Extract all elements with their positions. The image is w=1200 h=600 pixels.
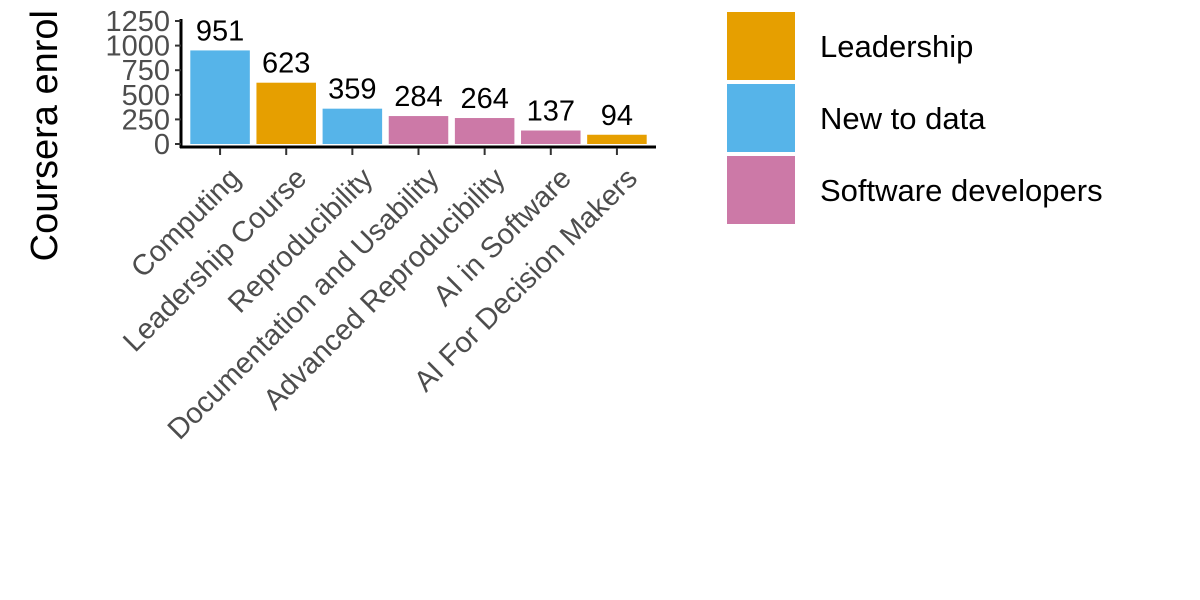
data-labels: 951 623 359 284 264 137 94	[196, 15, 633, 131]
y-tick-label-5: 1250	[105, 6, 170, 38]
data-label-0: 951	[196, 15, 244, 47]
bar-4	[454, 118, 515, 144]
legend-label-2: Software developers	[820, 173, 1103, 208]
y-tick-label-4: 1000	[105, 31, 170, 63]
legend: Leadership New to data Software developers	[727, 12, 1103, 224]
data-label-5: 137	[527, 96, 575, 128]
legend-swatch-1	[727, 84, 795, 152]
y-tick-label-3: 750	[122, 55, 170, 87]
legend-swatch-2	[727, 156, 795, 224]
bar-1	[256, 82, 316, 144]
bar-0	[190, 50, 250, 144]
data-label-4: 264	[460, 83, 508, 115]
data-label-6: 94	[601, 100, 633, 132]
bar-2	[322, 108, 383, 144]
legend-label-1: New to data	[820, 101, 986, 136]
y-tick-label-2: 500	[122, 80, 170, 112]
data-label-3: 284	[394, 81, 442, 113]
bar-5	[521, 130, 581, 144]
y-tick-label-1: 250	[122, 104, 170, 136]
y-axis-title: Coursera enrol	[24, 10, 66, 261]
legend-label-0: Leadership	[820, 29, 973, 64]
data-label-2: 359	[328, 74, 376, 106]
y-tick-label-0: 0	[154, 129, 170, 161]
data-label-1: 623	[262, 48, 310, 80]
bar-6	[587, 134, 647, 144]
bar-3	[388, 116, 449, 144]
bars	[190, 50, 647, 144]
legend-swatch-0	[727, 12, 795, 80]
